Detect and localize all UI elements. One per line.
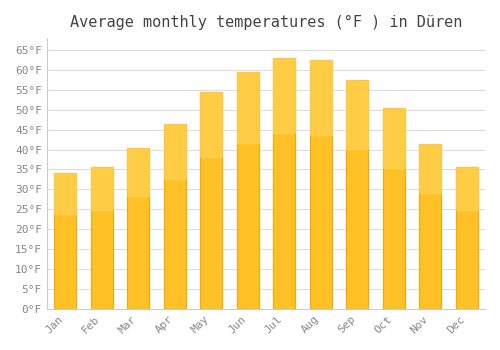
Bar [383, 108, 404, 309]
Bar [54, 174, 76, 309]
Bar [456, 167, 477, 210]
Bar [346, 80, 368, 148]
Bar [236, 72, 258, 309]
Bar [90, 167, 112, 309]
Bar [383, 108, 404, 168]
Bar [273, 58, 295, 309]
Bar [310, 60, 332, 135]
Bar [127, 148, 149, 309]
Title: Average monthly temperatures (°F ) in Düren: Average monthly temperatures (°F ) in Dü… [70, 15, 462, 30]
Bar [90, 167, 112, 210]
Bar [420, 144, 441, 193]
Bar [456, 167, 477, 309]
Bar [236, 72, 258, 143]
Bar [273, 58, 295, 133]
Bar [420, 144, 441, 309]
Bar [54, 174, 76, 214]
Bar [164, 124, 186, 309]
Bar [346, 80, 368, 309]
Bar [200, 92, 222, 309]
Bar [164, 124, 186, 179]
Bar [310, 60, 332, 309]
Bar [200, 92, 222, 157]
Bar [127, 148, 149, 196]
